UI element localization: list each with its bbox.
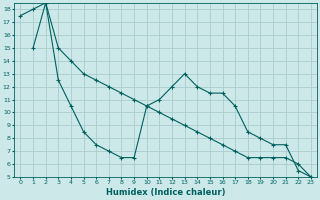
X-axis label: Humidex (Indice chaleur): Humidex (Indice chaleur)	[106, 188, 225, 197]
